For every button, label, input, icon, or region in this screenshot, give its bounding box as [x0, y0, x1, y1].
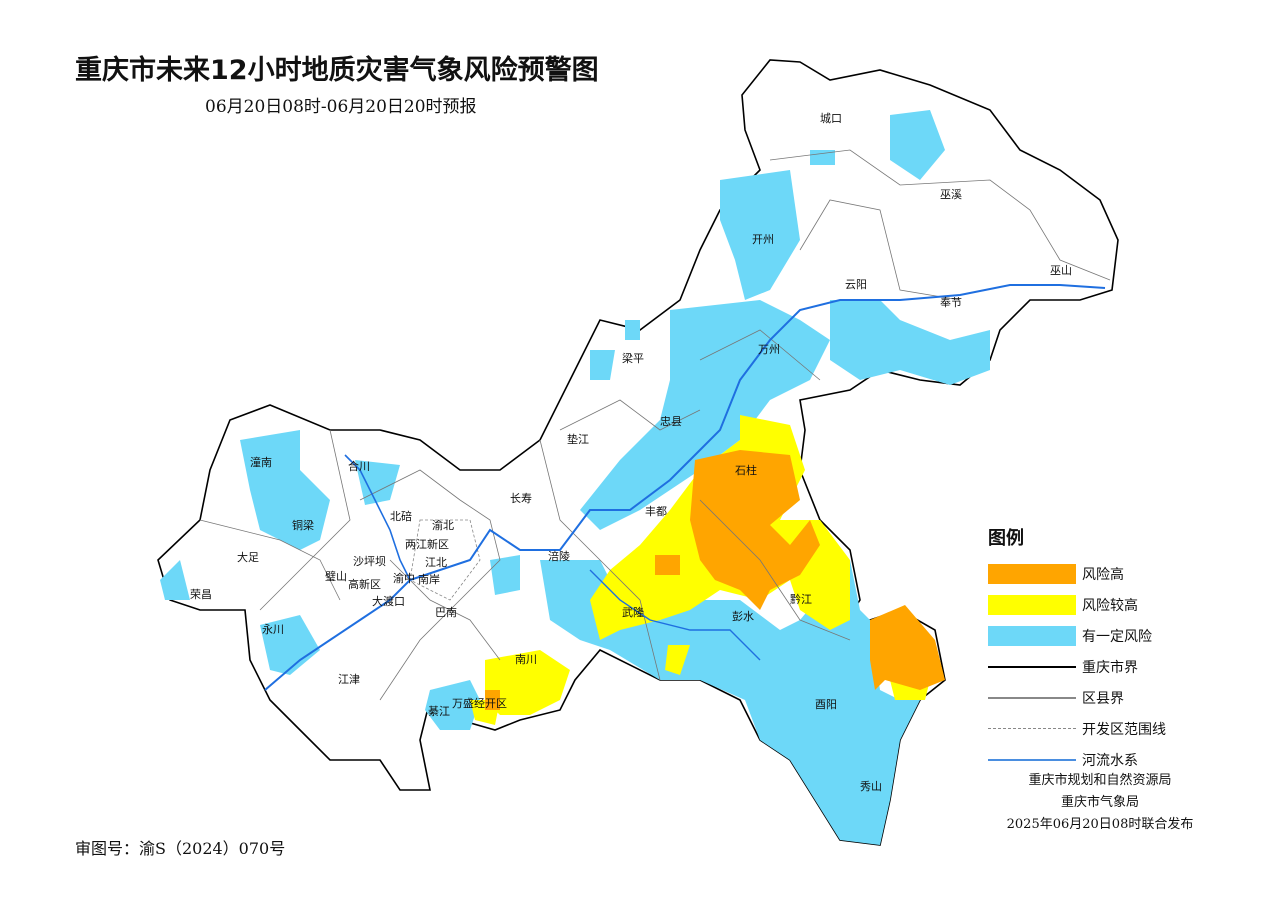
issue-time: 2025年06月20日08时联合发布 [1006, 817, 1194, 832]
district-label: 渝北 [432, 518, 454, 532]
legend-title: 图例 [988, 528, 1024, 549]
district-label: 綦江 [428, 705, 450, 718]
district-label: 武隆 [622, 605, 644, 619]
legend-label: 开发区范围线 [1082, 721, 1166, 738]
legend-label: 有一定风险 [1082, 628, 1152, 645]
legend-item-dev-zone: 开发区范围线 [988, 713, 1166, 744]
district-label: 云阳 [845, 278, 867, 291]
district-label: 巴南 [435, 606, 457, 619]
issuer-line: 重庆市气象局 [1060, 795, 1139, 810]
approval-number: 审图号：渝S（2024）070号 [75, 839, 286, 858]
legend-label: 重庆市界 [1082, 659, 1138, 676]
district-label: 沙坪坝 [353, 554, 386, 568]
district-label: 黔江 [790, 592, 812, 606]
district-boundaries [199, 149, 1111, 701]
legend: 图例 风险高 风险较高 有一定风险 重庆市界 区县界 开发区范围线 河流水系 [988, 524, 1166, 775]
district-label: 潼南 [250, 455, 272, 469]
legend-item-district-boundary: 区县界 [988, 682, 1166, 713]
forecast-period: 06月20日08时-06月20日20时预报 [205, 97, 477, 117]
district-label: 梁平 [622, 351, 644, 365]
legend-item-higher: 风险较高 [988, 589, 1166, 620]
district-label: 北碚 [390, 509, 412, 523]
district-label: 江津 [338, 673, 360, 686]
legend-label: 河流水系 [1082, 752, 1138, 769]
development-zone-boundary [409, 519, 481, 601]
district-label: 忠县 [660, 415, 682, 428]
line-city-boundary [988, 665, 1076, 668]
district-label: 长寿 [510, 491, 532, 505]
map-title: 重庆市未来12小时地质灾害气象风险预警图 [75, 55, 599, 86]
district-label: 南川 [515, 653, 537, 666]
issuer-line: 重庆市规划和自然资源局 [1028, 773, 1172, 788]
district-label: 巫溪 [940, 188, 962, 201]
district-label: 两江新区 [405, 537, 449, 551]
line-dev-zone [988, 728, 1076, 729]
district-label: 秀山 [860, 780, 882, 793]
district-label: 大渡口 [372, 594, 405, 608]
issuer: 重庆市规划和自然资源局 重庆市气象局 2025年06月20日08时联合发布 [990, 770, 1210, 836]
legend-item-river: 河流水系 [988, 744, 1166, 775]
risk-some-areas [160, 110, 990, 845]
district-label: 石柱 [735, 463, 757, 477]
district-label: 万州 [758, 343, 780, 356]
district-label: 巫山 [1050, 264, 1072, 277]
legend-label: 区县界 [1082, 690, 1124, 707]
district-label: 南岸 [418, 573, 440, 586]
legend-label: 风险高 [1082, 566, 1124, 583]
jialing-river [344, 454, 411, 581]
legend-item-high: 风险高 [988, 558, 1166, 589]
district-label: 城口 [820, 112, 842, 125]
risk-high-areas [485, 450, 945, 710]
district-label: 万盛经开区 [452, 696, 507, 710]
district-label: 开州 [752, 233, 774, 246]
district-label: 渝中 [393, 571, 415, 585]
district-label: 垫江 [567, 432, 589, 446]
district-label: 涪陵 [548, 549, 570, 563]
district-label: 彭水 [732, 609, 754, 623]
swatch-high [988, 563, 1076, 584]
line-district-boundary [988, 696, 1076, 699]
district-label: 酉阳 [815, 698, 837, 711]
district-label: 荣昌 [190, 588, 212, 601]
legend-item-some: 有一定风险 [988, 620, 1166, 651]
line-river [988, 758, 1076, 761]
district-label: 江北 [425, 556, 447, 569]
swatch-higher [988, 594, 1076, 615]
yangtze-river [264, 284, 1106, 691]
district-label: 永川 [262, 622, 284, 636]
district-label: 丰都 [645, 505, 667, 518]
swatch-some [988, 625, 1076, 646]
district-label: 大足 [237, 550, 259, 564]
district-label: 合川 [348, 459, 370, 473]
wujiang-river [589, 569, 761, 661]
district-label: 奉节 [940, 295, 962, 309]
legend-label: 风险较高 [1082, 597, 1138, 614]
district-label: 高新区 [348, 577, 381, 591]
district-label: 铜梁 [292, 518, 314, 532]
district-label: 璧山 [325, 569, 347, 583]
legend-item-city-boundary: 重庆市界 [988, 651, 1166, 682]
